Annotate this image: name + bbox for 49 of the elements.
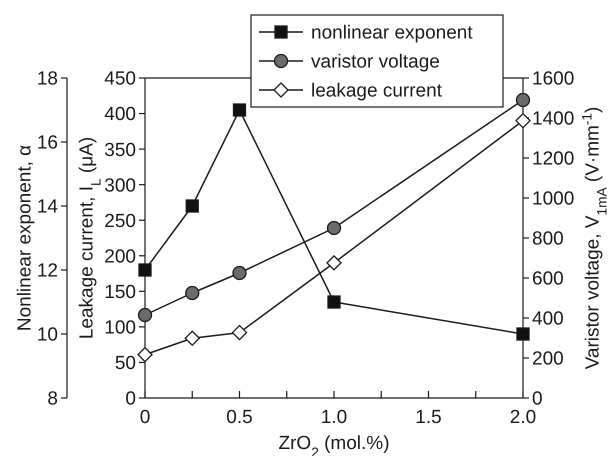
point — [516, 92, 530, 108]
legend-label: varistor voltage — [311, 52, 440, 73]
y-tick-label: 200 — [104, 246, 136, 268]
point — [137, 346, 153, 362]
y3-tick-label: 12 — [36, 260, 58, 282]
point — [232, 324, 248, 340]
y3-tick-label: 10 — [36, 324, 58, 346]
x-tick-label: 1.5 — [415, 407, 442, 428]
x-tick-label: 0 — [140, 407, 150, 428]
point — [326, 220, 342, 236]
y-tick-label: 0 — [125, 388, 136, 410]
y-tick-label: 50 — [114, 353, 136, 374]
y-tick-label: 350 — [104, 140, 136, 161]
y3-tick-label: 14 — [36, 196, 58, 218]
y2-tick-label: 1600 — [532, 68, 574, 90]
y2-tick-label: 0 — [532, 388, 543, 410]
y2-tick-label: 1200 — [532, 148, 574, 170]
y2-tick-label: 800 — [532, 228, 564, 250]
y-tick-label: 450 — [104, 68, 136, 90]
y-tick-label: 150 — [104, 282, 136, 303]
y2-tick-label: 200 — [532, 348, 564, 370]
y-tick-label: 100 — [104, 318, 136, 339]
point — [138, 263, 152, 277]
y-tick-label: 300 — [104, 175, 136, 196]
x-tick-label: 1.0 — [320, 407, 348, 428]
y3-axis-title: Nonlinear exponent, α — [14, 144, 36, 332]
x-tick-label: 0.5 — [226, 407, 253, 428]
y3-tick-label: 8 — [47, 388, 58, 410]
y2-tick-label: 400 — [532, 308, 564, 330]
x-tick-label: 2.0 — [510, 407, 536, 428]
point — [185, 286, 200, 300]
point — [516, 327, 530, 341]
y-tick-label: 400 — [104, 104, 136, 126]
y-tick-label: 250 — [104, 210, 136, 232]
y2-tick-label: 1400 — [532, 108, 574, 130]
point — [138, 308, 152, 322]
point — [232, 103, 246, 117]
y2-tick-label: 1000 — [532, 188, 574, 210]
point — [184, 330, 200, 346]
y3-tick-label: 16 — [36, 132, 58, 154]
point — [232, 266, 247, 280]
point — [515, 113, 531, 128]
point — [327, 295, 341, 309]
legend-label: leakage current — [311, 80, 443, 102]
legend-label: nonlinear exponent — [311, 22, 474, 44]
point — [326, 255, 342, 271]
y2-tick-label: 600 — [532, 268, 564, 290]
y3-tick-label: 18 — [36, 68, 58, 90]
point — [186, 199, 199, 213]
